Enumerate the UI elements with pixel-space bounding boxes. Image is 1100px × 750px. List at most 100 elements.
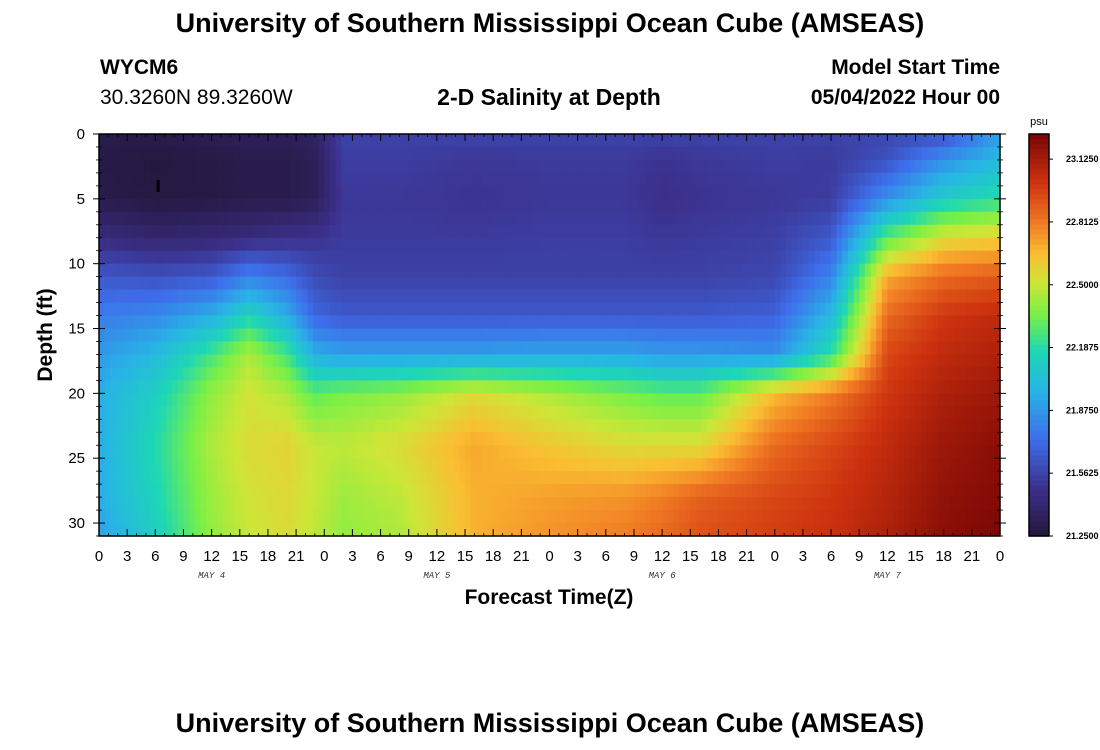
heatmap-cell bbox=[650, 276, 658, 291]
heatmap-cell bbox=[639, 406, 646, 420]
heatmap-cell bbox=[279, 497, 286, 511]
heatmap-cell bbox=[228, 328, 235, 343]
heatmap-cell bbox=[797, 263, 804, 278]
heatmap-cell bbox=[408, 159, 415, 174]
heatmap-cell bbox=[301, 445, 308, 459]
heatmap-cell bbox=[622, 159, 629, 174]
heatmap-cell bbox=[560, 523, 567, 536]
heatmap-cell bbox=[932, 497, 939, 511]
heatmap-cell bbox=[144, 315, 151, 330]
heatmap-cell bbox=[617, 471, 624, 485]
heatmap-cell bbox=[431, 328, 438, 343]
heatmap-cell bbox=[329, 224, 337, 239]
heatmap-cell bbox=[341, 224, 348, 239]
heatmap-cell bbox=[921, 159, 928, 174]
heatmap-cell bbox=[160, 523, 168, 536]
heatmap-cell bbox=[791, 134, 798, 148]
heatmap-cell bbox=[329, 341, 337, 356]
heatmap-cell bbox=[746, 237, 753, 252]
heatmap-cell bbox=[746, 367, 753, 381]
heatmap-cell bbox=[149, 341, 156, 356]
heatmap-cell bbox=[346, 484, 353, 498]
heatmap-cell bbox=[211, 198, 218, 213]
heatmap-cell bbox=[757, 380, 765, 394]
heatmap-cell bbox=[921, 315, 928, 330]
heatmap-cell bbox=[650, 432, 658, 446]
heatmap-cell bbox=[172, 341, 179, 356]
heatmap-cell bbox=[904, 523, 911, 536]
heatmap-cell bbox=[543, 250, 551, 265]
heatmap-cell bbox=[887, 224, 894, 239]
heatmap-cell bbox=[921, 380, 928, 394]
heatmap-cell bbox=[667, 380, 674, 394]
heatmap-cell bbox=[707, 523, 714, 536]
heatmap-cell bbox=[650, 250, 658, 265]
heatmap-cell bbox=[572, 146, 579, 161]
heatmap-cell bbox=[876, 185, 883, 200]
heatmap-cell bbox=[893, 367, 900, 381]
heatmap-cell bbox=[487, 497, 494, 511]
heatmap-cell bbox=[256, 471, 263, 485]
heatmap-cell bbox=[307, 224, 314, 239]
heatmap-cell bbox=[949, 211, 956, 226]
heatmap-cell bbox=[110, 224, 117, 239]
heatmap-cell bbox=[588, 302, 596, 317]
heatmap-cell bbox=[926, 172, 934, 187]
heatmap-cell bbox=[346, 328, 353, 343]
heatmap-cell bbox=[926, 497, 934, 511]
heatmap-cell bbox=[267, 276, 275, 291]
heatmap-cell bbox=[774, 289, 781, 304]
heatmap-cell bbox=[205, 315, 213, 330]
heatmap-cell bbox=[960, 146, 967, 161]
heatmap-cell bbox=[166, 341, 173, 356]
heatmap-cell bbox=[842, 471, 849, 485]
heatmap-cell bbox=[543, 367, 551, 381]
heatmap-cell bbox=[707, 263, 714, 278]
heatmap-cell bbox=[932, 211, 939, 226]
heatmap-cell bbox=[465, 523, 472, 536]
heatmap-cell bbox=[740, 328, 748, 343]
heatmap-cell bbox=[988, 432, 995, 446]
heatmap-cell bbox=[110, 406, 117, 420]
heatmap-cell bbox=[690, 432, 697, 446]
heatmap-cell bbox=[808, 134, 815, 148]
heatmap-cell bbox=[521, 497, 528, 511]
heatmap-cell bbox=[600, 289, 607, 304]
heatmap-cell bbox=[166, 134, 173, 148]
heatmap-cell bbox=[121, 250, 128, 265]
heatmap-cell bbox=[949, 471, 956, 485]
heatmap-cell bbox=[752, 328, 759, 343]
heatmap-cell bbox=[459, 198, 466, 213]
heatmap-cell bbox=[284, 523, 292, 536]
heatmap-cell bbox=[881, 250, 888, 265]
heatmap-cell bbox=[662, 172, 669, 187]
heatmap-cell bbox=[510, 380, 517, 394]
heatmap-cell bbox=[808, 250, 815, 265]
heatmap-cell bbox=[650, 458, 658, 472]
heatmap-cell bbox=[746, 432, 753, 446]
heatmap-cell bbox=[284, 419, 292, 433]
heatmap-cell bbox=[588, 328, 596, 343]
heatmap-cell bbox=[791, 471, 798, 485]
heatmap-cell bbox=[284, 510, 292, 524]
heatmap-cell bbox=[786, 276, 793, 291]
heatmap-cell bbox=[645, 250, 652, 265]
heatmap-cell bbox=[988, 510, 995, 524]
heatmap-cell bbox=[138, 172, 145, 187]
heatmap-cell bbox=[284, 250, 292, 265]
heatmap-cell bbox=[994, 406, 1000, 420]
heatmap-cell bbox=[419, 302, 427, 317]
heatmap-cell bbox=[256, 393, 263, 407]
heatmap-cell bbox=[797, 134, 804, 148]
heatmap-cell bbox=[746, 393, 753, 407]
heatmap-cell bbox=[566, 159, 573, 174]
heatmap-cell bbox=[943, 523, 950, 536]
heatmap-cell bbox=[239, 172, 247, 187]
heatmap-cell bbox=[797, 406, 804, 420]
heatmap-cell bbox=[769, 367, 776, 381]
heatmap-cell bbox=[279, 237, 286, 252]
heatmap-cell bbox=[234, 315, 241, 330]
heatmap-cell bbox=[476, 445, 483, 459]
heatmap-cell bbox=[160, 315, 168, 330]
heatmap-cell bbox=[701, 276, 708, 291]
